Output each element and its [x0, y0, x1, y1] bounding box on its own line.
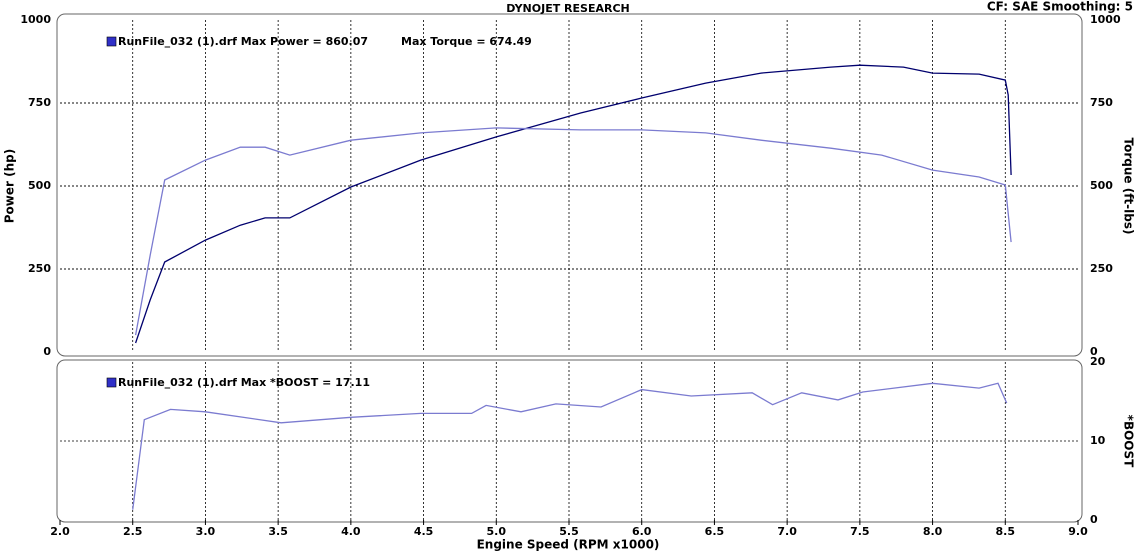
x-tick-label: 5.0 [487, 525, 507, 538]
x-tick-label: 6.5 [705, 525, 725, 538]
y-tick-label: 500 [28, 179, 51, 192]
y-tick-label: 750 [1090, 96, 1113, 109]
legend-text: RunFile_032 (1).drf Max *BOOST = 17.11 [118, 376, 370, 389]
data-line [132, 382, 1008, 510]
y-tick-label: 250 [1090, 262, 1113, 275]
x-tick-label: 5.5 [559, 525, 579, 538]
legend-swatch [106, 377, 117, 388]
x-axis-label: Engine Speed (RPM x1000) [477, 538, 660, 551]
y-tick-label: 500 [1090, 179, 1113, 192]
y-tick-label: 10 [1090, 434, 1106, 447]
y2-axis-label: Torque (ft-lbs) [1122, 138, 1136, 235]
y-tick-label: 750 [28, 96, 51, 109]
y-tick-label: 0 [1090, 345, 1098, 358]
y-tick-label: 20 [1090, 355, 1106, 368]
x-tick-label: 3.5 [268, 525, 288, 538]
legend-swatch [106, 36, 117, 47]
x-tick-label: 8.5 [996, 525, 1016, 538]
legend-text: RunFile_032 (1).drf Max Power = 860.07 [118, 35, 368, 48]
x-tick-label: 3.0 [196, 525, 216, 538]
y2-axis-label: *BOOST [1122, 415, 1136, 468]
x-tick-label: 2.0 [50, 525, 70, 538]
x-tick-label: 7.5 [850, 525, 870, 538]
x-tick-label: 7.0 [777, 525, 797, 538]
subtitle: CF: SAE Smoothing: 5 [987, 0, 1133, 14]
x-tick-label: 4.5 [414, 525, 434, 538]
data-line [134, 127, 1012, 336]
y-tick-label: 1000 [20, 13, 51, 26]
x-tick-label: 6.0 [632, 525, 652, 538]
data-line [134, 64, 1012, 344]
y-tick-label: 1000 [1090, 13, 1121, 26]
x-tick-label: 9.0 [1068, 525, 1088, 538]
x-tick-label: 4.0 [341, 525, 361, 538]
x-tick-label: 8.0 [923, 525, 943, 538]
x-tick-label: 2.5 [123, 525, 143, 538]
y-tick-label: 250 [28, 262, 51, 275]
top-frame [56, 13, 1083, 357]
chart-title: DYNOJET RESEARCH [506, 2, 629, 15]
legend-text: Max Torque = 674.49 [401, 35, 532, 48]
y-axis-label: Power (hp) [3, 149, 17, 223]
y-tick-label: 0 [43, 345, 51, 358]
y-tick-label: 0 [1090, 513, 1098, 526]
